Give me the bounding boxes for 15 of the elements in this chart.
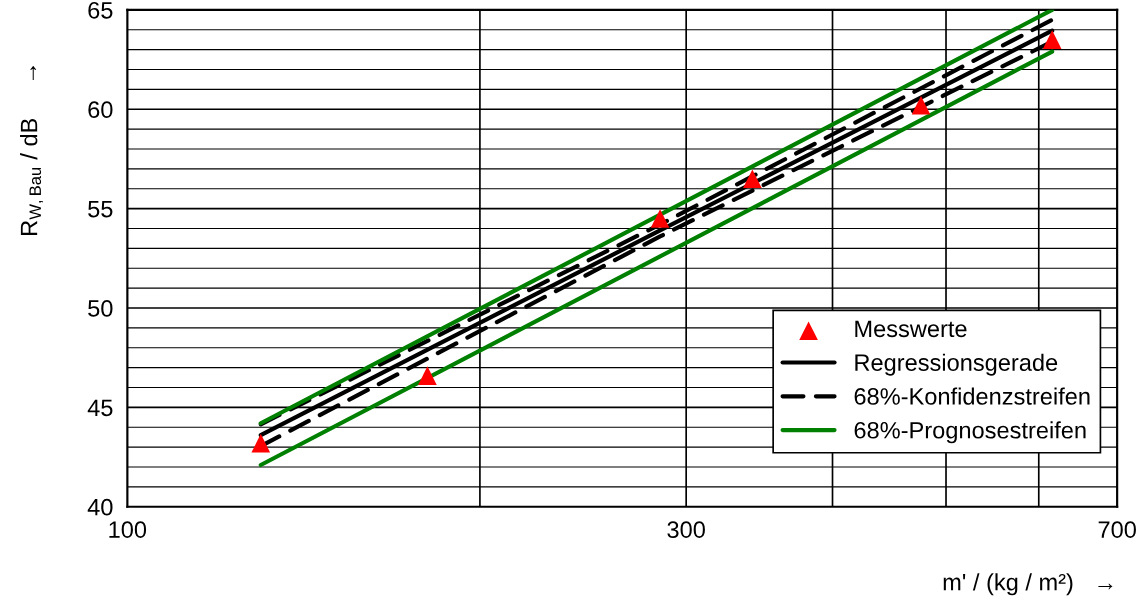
y-tick-label: 65 xyxy=(88,1,113,19)
legend-label: 68%-Prognosestreifen xyxy=(854,421,1086,444)
y-tick-label: 55 xyxy=(88,200,113,218)
y-tick-label: 40 xyxy=(87,498,113,516)
x-tick-label: 100 xyxy=(109,521,147,538)
x-axis-title: m' / (kg / m²) → xyxy=(943,573,1113,596)
y-axis-title: R$_{W,Bau}$ / dB → xyxy=(20,66,44,235)
y-tick-label: 60 xyxy=(88,101,113,119)
legend-label: Messwerte xyxy=(855,320,967,338)
x-tick-label: 300 xyxy=(667,521,705,538)
legend-label: 68%-Konfidenzstreifen xyxy=(854,387,1090,405)
legend-label: Regressionsgerade xyxy=(855,353,1058,376)
y-tick-label: 45 xyxy=(87,399,113,417)
x-tick-label: 700 xyxy=(1098,521,1136,538)
y-tick-label: 50 xyxy=(88,300,113,317)
